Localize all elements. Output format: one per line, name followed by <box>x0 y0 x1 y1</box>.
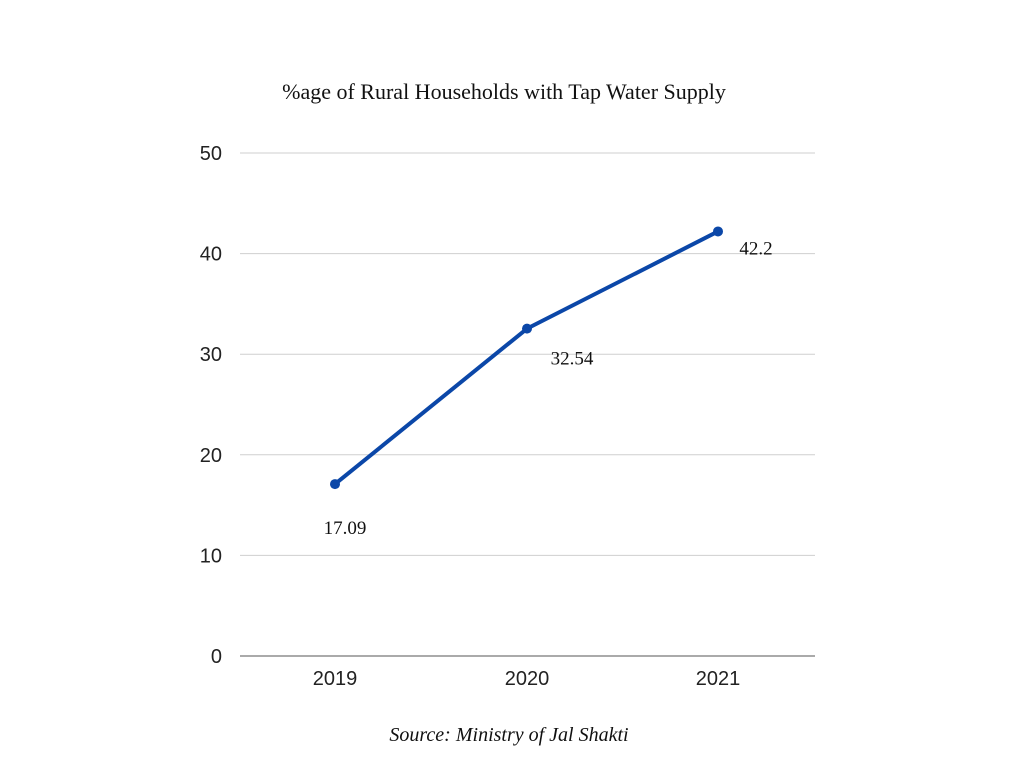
y-tick-label: 20 <box>200 445 222 467</box>
data-point-2020 <box>522 323 532 334</box>
gridlines <box>240 152 815 556</box>
y-axis-ticks: 0 10 20 30 40 50 <box>200 143 222 668</box>
data-labels: 17.09 32.54 42.2 <box>324 238 773 539</box>
series-line <box>333 229 720 487</box>
y-tick-label: 0 <box>211 646 222 668</box>
data-label-2020: 32.54 <box>551 349 594 370</box>
source-note: Source: Ministry of Jal Shakti <box>389 724 628 746</box>
chart-title: %age of Rural Households with Tap Water … <box>282 79 726 104</box>
x-tick-label: 2020 <box>505 668 550 690</box>
y-tick-label: 30 <box>200 344 222 366</box>
data-label-2019: 17.09 <box>324 518 367 539</box>
data-label-2021: 42.2 <box>739 238 772 259</box>
x-tick-label: 2019 <box>313 668 358 690</box>
data-point-2021 <box>713 226 723 237</box>
series-layer <box>330 226 723 490</box>
data-point-2019 <box>330 479 340 490</box>
y-tick-label: 40 <box>200 244 222 266</box>
x-tick-label: 2021 <box>696 668 741 690</box>
x-axis-ticks: 2019 2020 2021 <box>313 668 741 690</box>
y-tick-label: 50 <box>200 143 222 165</box>
y-tick-label: 10 <box>200 545 222 567</box>
